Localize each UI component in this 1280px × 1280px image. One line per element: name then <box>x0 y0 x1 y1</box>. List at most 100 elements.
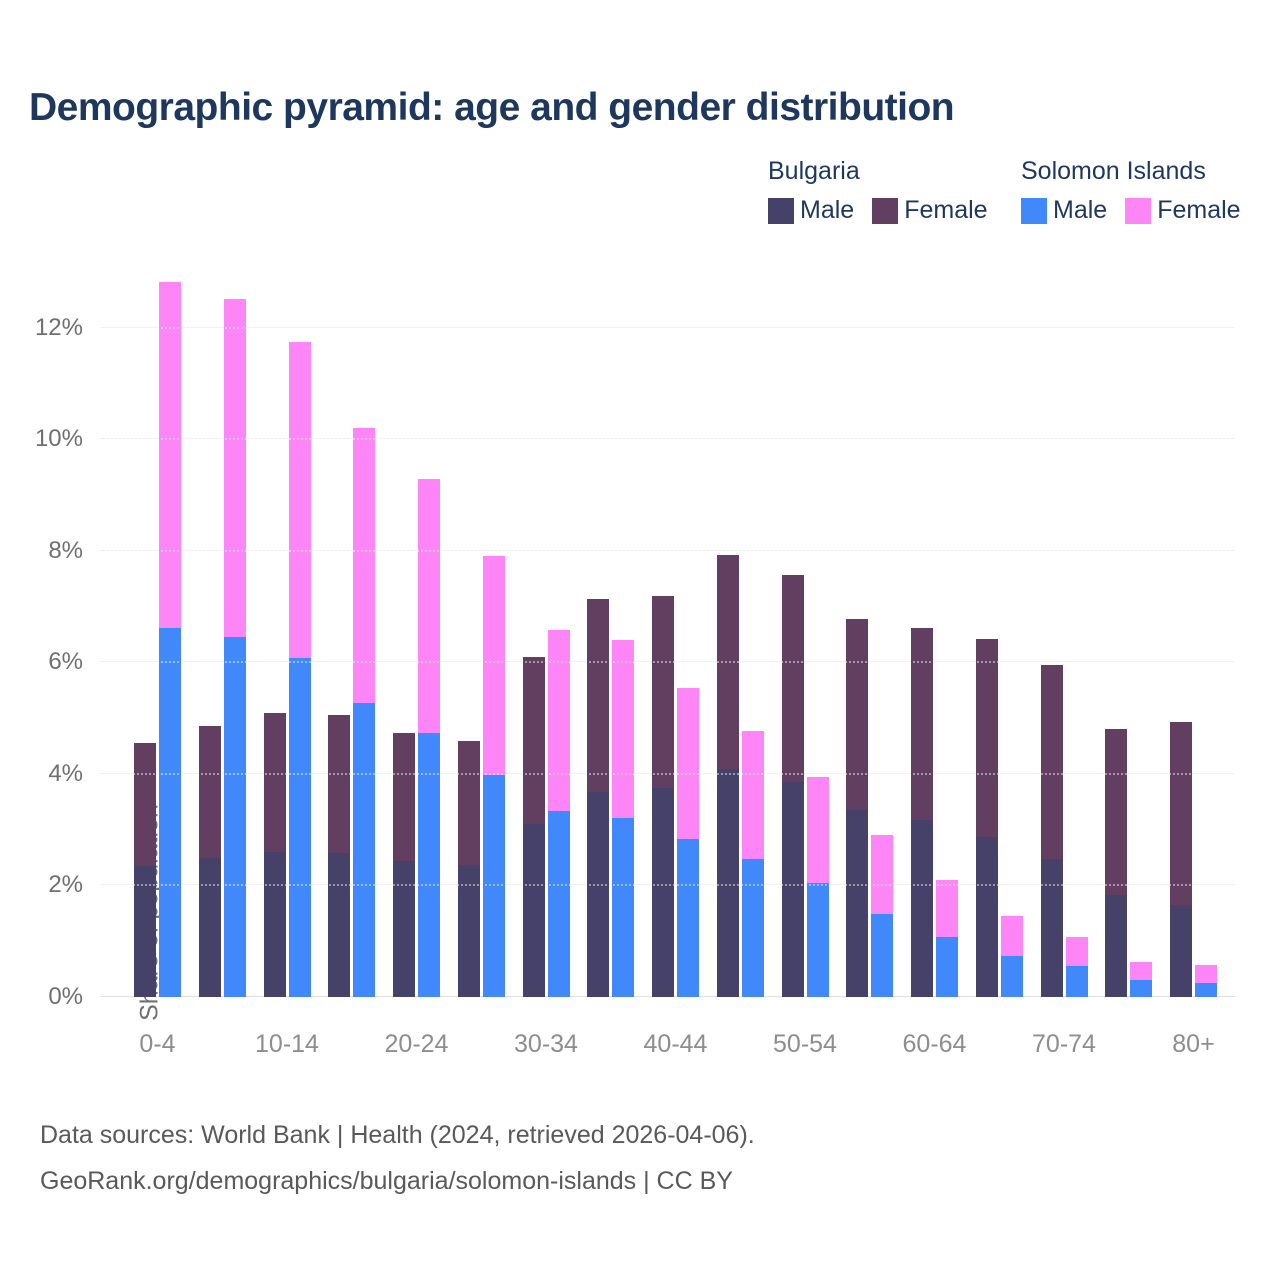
bar-bulgaria-female-60-64 <box>911 628 933 821</box>
x-tick-label-20-24: 20-24 <box>384 1030 449 1058</box>
bar-bulgaria-male-40-44 <box>652 788 674 997</box>
bar-bulgaria-female-10-14 <box>263 712 286 852</box>
x-tick-label-0-4: 0-4 <box>139 1030 176 1058</box>
x-tick-label-10-14: 10-14 <box>255 1030 319 1058</box>
y-tick-label: 4% <box>48 759 83 787</box>
bar-bulgaria-female-55-59 <box>846 618 869 810</box>
gridline-overlay-8% <box>100 549 1235 552</box>
bar-solomon-female-80+ <box>1195 965 1217 983</box>
bar-solomon-male-15-19 <box>353 702 376 997</box>
bar-solomon-male-55-59 <box>871 913 894 997</box>
bar-solomon-male-20-24 <box>418 733 440 997</box>
legend-item-bulgaria-female: Female <box>872 196 988 225</box>
legend-item-label: Female <box>1157 196 1241 224</box>
bar-solomon-male-80+ <box>1195 982 1217 997</box>
bar-solomon-female-50-54 <box>806 777 829 884</box>
gridline-8% <box>100 549 1235 551</box>
bar-solomon-male-70-74 <box>1065 966 1088 997</box>
gridline-overlay-10% <box>100 438 1235 441</box>
bar-solomon-female-65-69 <box>1000 915 1023 956</box>
bar-solomon-male-35-39 <box>612 817 635 997</box>
bar-solomon-male-5-9 <box>223 637 246 997</box>
bar-bulgaria-female-35-39 <box>587 599 610 792</box>
bar-bulgaria-female-40-44 <box>652 596 674 789</box>
bar-bulgaria-female-70-74 <box>1040 665 1063 860</box>
bar-solomon-female-10-14 <box>288 341 311 659</box>
bar-solomon-female-45-49 <box>741 730 764 860</box>
legend-item-solomon-male: Male <box>1021 196 1107 225</box>
bar-solomon-female-25-29 <box>482 555 505 776</box>
legend-item-label: Male <box>1053 196 1108 224</box>
bar-solomon-male-75-79 <box>1130 979 1153 997</box>
bar-bulgaria-female-30-34 <box>522 657 545 824</box>
bar-bulgaria-male-15-19 <box>328 853 351 997</box>
bar-solomon-female-15-19 <box>353 427 376 703</box>
page-title: Demographic pyramid: age and gender dist… <box>29 86 955 129</box>
bar-solomon-female-70-74 <box>1065 936 1088 967</box>
bar-bulgaria-male-30-34 <box>522 823 545 997</box>
x-tick-label-70-74: 70-74 <box>1032 1030 1096 1058</box>
bar-bulgaria-male-60-64 <box>911 820 933 997</box>
bulgaria-female-swatch-icon <box>872 197 899 224</box>
bar-solomon-male-45-49 <box>741 859 764 997</box>
bar-solomon-male-10-14 <box>288 658 311 997</box>
bar-solomon-male-50-54 <box>806 883 829 997</box>
bar-solomon-male-65-69 <box>1000 955 1023 997</box>
footer-sources-line: Data sources: World Bank | Health (2024,… <box>40 1121 755 1149</box>
gridline-overlay-12% <box>100 326 1235 329</box>
bar-solomon-female-75-79 <box>1130 962 1153 980</box>
bar-bulgaria-female-45-49 <box>716 554 739 770</box>
bar-solomon-female-0-4 <box>159 282 181 629</box>
bar-bulgaria-male-65-69 <box>975 836 998 997</box>
gridline-overlay-6% <box>100 661 1235 664</box>
legend-item-label: Female <box>904 196 988 224</box>
bar-solomon-male-0-4 <box>159 628 181 997</box>
bar-bulgaria-male-25-29 <box>457 865 480 997</box>
footer-attribution-line: GeoRank.org/demographics/bulgaria/solomo… <box>40 1167 733 1195</box>
solomon-male-swatch-icon <box>1021 197 1047 224</box>
bar-bulgaria-male-45-49 <box>716 769 739 997</box>
y-tick-label: 6% <box>48 648 83 676</box>
plot-area: Share of population 0%2%4%6%8%10%12% <box>35 272 1235 1021</box>
y-tick-label: 0% <box>48 983 83 1010</box>
bar-solomon-female-30-34 <box>547 630 570 812</box>
legend-group-title-solomon-islands: Solomon Islands <box>1021 157 1206 185</box>
x-tick-label-60-64: 60-64 <box>902 1030 967 1058</box>
bar-bulgaria-male-75-79 <box>1105 894 1128 997</box>
bar-solomon-male-40-44 <box>677 839 699 997</box>
legend-item-label: Male <box>800 196 855 224</box>
bar-bulgaria-female-20-24 <box>393 733 415 862</box>
bar-solomon-female-55-59 <box>871 835 894 914</box>
gridline-12% <box>100 326 1235 328</box>
bulgaria-male-swatch-icon <box>768 197 794 224</box>
bar-bulgaria-female-75-79 <box>1105 729 1128 895</box>
bar-solomon-male-25-29 <box>482 775 505 997</box>
bar-bulgaria-male-50-54 <box>781 781 804 997</box>
bar-bulgaria-female-25-29 <box>457 741 480 866</box>
y-tick-label: 8% <box>48 536 83 564</box>
x-tick-label-30-34: 30-34 <box>514 1030 578 1058</box>
bar-bulgaria-male-5-9 <box>198 858 221 997</box>
bar-solomon-female-60-64 <box>936 879 958 937</box>
gridline-10% <box>100 438 1235 440</box>
bar-bulgaria-female-0-4 <box>134 742 156 866</box>
bar-bulgaria-female-5-9 <box>198 725 221 859</box>
bar-solomon-female-20-24 <box>418 478 440 734</box>
y-tick-label: 2% <box>48 871 83 899</box>
bar-bulgaria-female-80+ <box>1170 722 1192 905</box>
bar-bulgaria-male-35-39 <box>587 791 610 997</box>
footer: Data sources: World Bank | Health (2024,… <box>40 1112 755 1204</box>
bar-solomon-female-5-9 <box>223 298 246 638</box>
bar-bulgaria-female-50-54 <box>781 575 804 782</box>
bar-bulgaria-male-55-59 <box>846 809 869 997</box>
y-tick-label: 12% <box>34 313 83 341</box>
gridline-overlay-2% <box>100 884 1235 887</box>
bar-solomon-male-60-64 <box>936 936 958 997</box>
x-tick-label-80+: 80+ <box>1172 1030 1215 1058</box>
y-tick-label: 10% <box>34 425 83 453</box>
bar-bulgaria-female-65-69 <box>975 638 998 837</box>
bar-bulgaria-male-70-74 <box>1040 859 1063 997</box>
bar-bulgaria-male-10-14 <box>263 852 286 997</box>
bar-solomon-female-40-44 <box>677 688 699 840</box>
gridline-overlay-4% <box>100 772 1235 775</box>
